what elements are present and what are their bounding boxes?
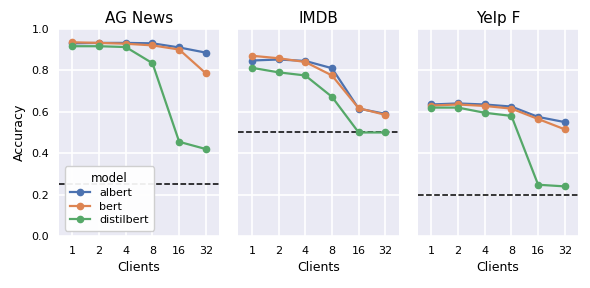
distilbert <box>248 66 255 69</box>
albert <box>428 103 435 106</box>
albert <box>96 41 103 45</box>
distilbert <box>382 131 389 134</box>
Title: Yelp F: Yelp F <box>476 11 520 26</box>
albert <box>382 112 389 115</box>
distilbert <box>561 185 568 188</box>
albert <box>248 59 255 62</box>
distilbert <box>202 147 209 151</box>
bert <box>275 56 282 60</box>
distilbert <box>481 111 489 115</box>
bert <box>428 104 435 107</box>
Line: distilbert: distilbert <box>69 43 209 152</box>
Line: bert: bert <box>249 53 388 118</box>
distilbert <box>275 71 282 74</box>
albert <box>355 107 362 110</box>
distilbert <box>535 183 542 186</box>
Line: distilbert: distilbert <box>249 65 388 136</box>
distilbert <box>301 74 309 77</box>
albert <box>329 67 336 70</box>
bert <box>248 54 255 58</box>
Title: IMDB: IMDB <box>299 11 339 26</box>
bert <box>454 103 461 106</box>
Line: albert: albert <box>249 56 388 117</box>
distilbert <box>454 106 461 109</box>
distilbert <box>69 44 76 48</box>
albert <box>454 102 461 105</box>
Y-axis label: Accuracy: Accuracy <box>13 104 26 161</box>
albert <box>481 103 489 106</box>
albert <box>561 120 568 124</box>
X-axis label: Clients: Clients <box>477 262 519 274</box>
albert <box>301 59 309 63</box>
distilbert <box>329 95 336 98</box>
distilbert <box>355 131 362 134</box>
Title: AG News: AG News <box>105 11 173 26</box>
bert <box>481 104 489 108</box>
distilbert <box>428 106 435 109</box>
bert <box>69 41 76 44</box>
albert <box>176 46 183 49</box>
albert <box>69 41 76 45</box>
albert <box>535 115 542 119</box>
bert <box>355 107 362 110</box>
distilbert <box>508 114 515 118</box>
distilbert <box>122 45 129 49</box>
albert <box>202 51 209 54</box>
bert <box>202 72 209 75</box>
Line: albert: albert <box>428 100 568 125</box>
bert <box>535 117 542 121</box>
bert <box>508 107 515 110</box>
Line: bert: bert <box>428 101 568 132</box>
bert <box>96 41 103 45</box>
distilbert <box>176 140 183 143</box>
bert <box>329 74 336 77</box>
bert <box>301 60 309 64</box>
albert <box>122 41 129 45</box>
X-axis label: Clients: Clients <box>118 262 160 274</box>
albert <box>149 41 156 45</box>
X-axis label: Clients: Clients <box>297 262 340 274</box>
bert <box>149 44 156 47</box>
bert <box>176 48 183 51</box>
distilbert <box>96 44 103 48</box>
Line: bert: bert <box>69 39 209 77</box>
Line: albert: albert <box>69 40 209 56</box>
distilbert <box>149 62 156 65</box>
Legend: albert, bert, distilbert: albert, bert, distilbert <box>64 166 154 231</box>
bert <box>561 128 568 131</box>
Line: distilbert: distilbert <box>428 105 568 190</box>
bert <box>122 42 129 46</box>
albert <box>508 105 515 108</box>
albert <box>275 58 282 61</box>
bert <box>382 113 389 117</box>
